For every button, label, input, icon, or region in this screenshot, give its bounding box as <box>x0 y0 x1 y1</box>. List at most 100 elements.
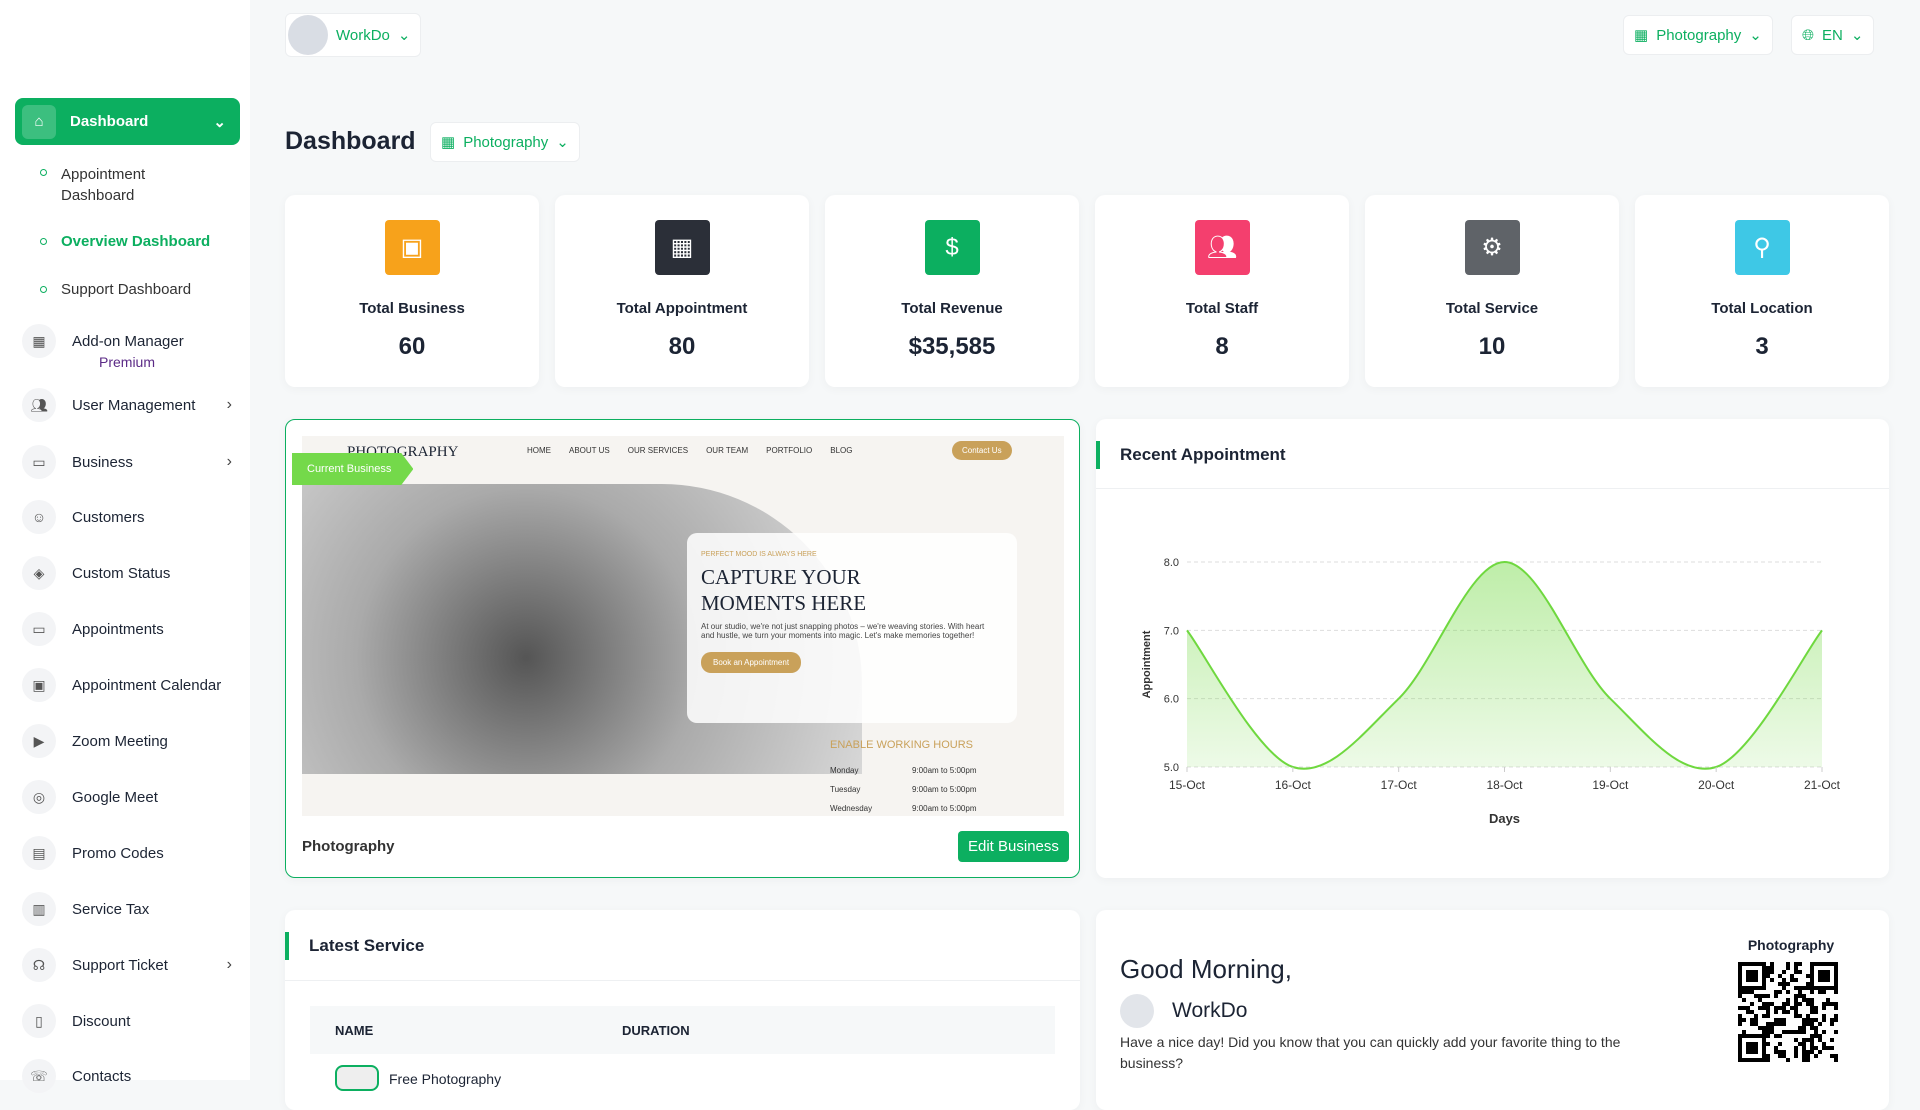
sidebar-item-dashboard[interactable]: ⌂ Dashboard ⌄ <box>15 98 240 145</box>
x-tick-label: 20-Oct <box>1698 778 1735 792</box>
chevron-down-icon: ⌄ <box>397 27 411 44</box>
edit-business-button[interactable]: Edit Business <box>958 831 1069 862</box>
premium-badge: Premium <box>99 354 156 370</box>
preview-nav-item: HOME <box>527 446 551 455</box>
business-filter[interactable]: ▦ Photography ⌄ <box>430 122 580 162</box>
home-icon: ⌂ <box>22 104 56 139</box>
revenue-icon: $ <box>924 220 980 275</box>
preview-nav-item: OUR SERVICES <box>627 446 689 455</box>
users-icon: 👥︎ <box>22 388 56 422</box>
preview-nav-item: OUR TEAM <box>706 446 749 455</box>
latest-service-card: Latest Service NAME DURATION Free Photog… <box>285 910 1080 1110</box>
location-icon: ⚲ <box>1734 220 1790 275</box>
x-tick-label: 16-Oct <box>1275 778 1312 792</box>
business-icon: ▭ <box>22 445 56 479</box>
business-switcher[interactable]: ▦ Photography ⌄ <box>1623 15 1773 55</box>
language-switcher[interactable]: 🌐︎ EN ⌄ <box>1791 15 1875 55</box>
business-name: Photography <box>302 838 395 855</box>
submenu-overview-dashboard[interactable]: Overview Dashboard <box>40 233 210 250</box>
chevron-down-icon: ⌄ <box>556 134 569 151</box>
card-title: Recent Appointment <box>1096 441 1286 469</box>
sidebar-item-contacts[interactable]: ☏ Contacts <box>22 1059 232 1093</box>
globe-icon: 🌐︎ <box>1802 26 1815 44</box>
headset-icon: ☊ <box>22 948 56 982</box>
service-thumbnail <box>335 1065 379 1091</box>
staff-icon: 👥︎ <box>1194 220 1250 275</box>
sidebar-item-promo-codes[interactable]: ▤ Promo Codes <box>22 836 232 870</box>
series-area <box>1187 562 1822 769</box>
table-row[interactable]: Free Photography <box>335 1065 501 1091</box>
card-title: Latest Service <box>285 932 424 960</box>
current-business-badge: Current Business <box>292 453 414 485</box>
sidebar-item-business[interactable]: ▭ Business › <box>22 445 232 479</box>
preview-nav-item: BLOG <box>830 446 853 455</box>
apps-icon: ▦ <box>441 134 456 151</box>
service-icon: ⚙ <box>1464 220 1520 275</box>
sidebar-item-google-meet[interactable]: ◎ Google Meet <box>22 780 232 814</box>
x-tick-label: 19-Oct <box>1592 778 1629 792</box>
calendar-icon: ▣ <box>22 668 56 702</box>
stat-card-total-location: ⚲ Total Location 3 <box>1635 195 1889 387</box>
sidebar-item-appointments[interactable]: ▭ Appointments <box>22 612 232 646</box>
y-tick-label: 7.0 <box>1164 625 1179 637</box>
sidebar: ⌂ Dashboard ⌄ Appointment Dashboard Overvi… <box>0 0 250 1093</box>
sidebar-item-service-tax[interactable]: ▥ Service Tax <box>22 892 232 926</box>
phone-icon: ☏ <box>22 1059 56 1093</box>
chevron-right-icon: › <box>226 956 232 973</box>
table-header: NAME DURATION <box>310 1006 1055 1054</box>
receipt-icon: ▥ <box>22 892 56 926</box>
calendar-icon: ▦ <box>654 220 710 275</box>
stat-card-total-service: ⚙ Total Service 10 <box>1365 195 1619 387</box>
page-title: Dashboard <box>285 127 416 155</box>
avatar <box>288 15 328 55</box>
sidebar-item-support-ticket[interactable]: ☊ Support Ticket › <box>22 948 232 982</box>
grid-icon: ▦ <box>22 324 56 358</box>
appointment-chart: 5.0 6.0 7.0 8.0 15-Oct 16-Oct 17-Oct 18-Oct 19-O… <box>1141 557 1841 826</box>
qr-code[interactable] <box>1738 962 1838 1062</box>
sidebar-item-customers[interactable]: ☺ Customers <box>22 500 232 534</box>
business-preview[interactable]: PHOTOGRAPHY HOME ABOUT US OUR SERVICES OUR … <box>302 436 1064 816</box>
ticket-icon: ▤ <box>22 836 56 870</box>
sidebar-item-zoom-meeting[interactable]: ▶ Zoom Meeting <box>22 724 232 758</box>
briefcase-icon: ▣ <box>384 220 440 275</box>
x-tick-label: 18-Oct <box>1486 778 1523 792</box>
apps-icon: ▦ <box>1634 27 1649 44</box>
sidebar-item-add-on-manager[interactable]: ▦ Add-on Manager Premium <box>22 324 232 370</box>
chevron-right-icon: › <box>226 453 232 470</box>
user-menu[interactable]: WorkDo ⌄ <box>285 13 422 57</box>
submenu-support-dashboard[interactable]: Support Dashboard <box>40 281 191 298</box>
recent-appointment-card: Recent Appointment 5.0 6.0 7.0 8.0 15-Oct 16-… <box>1096 419 1889 878</box>
series-line <box>1186 560 1823 770</box>
chevron-right-icon: › <box>226 396 232 413</box>
bookmark-icon: ▯ <box>22 1004 56 1038</box>
y-axis-label: Appointment <box>1141 630 1153 698</box>
current-business-card: PHOTOGRAPHY HOME ABOUT US OUR SERVICES OUR … <box>285 419 1080 878</box>
greeting-card: Good Morning, WorkDo Have a nice day! Di… <box>1096 910 1889 1110</box>
stat-card-total-business: ▣ Total Business 60 <box>285 195 539 387</box>
x-tick-label: 21-Oct <box>1804 778 1841 792</box>
sidebar-item-discount[interactable]: ▯ Discount <box>22 1004 232 1038</box>
meet-icon: ◎ <box>22 780 56 814</box>
stat-card-total-revenue: $ Total Revenue $35,585 <box>825 195 1079 387</box>
card-icon: ▭ <box>22 612 56 646</box>
sidebar-item-appointment-calendar[interactable]: ▣ Appointment Calendar <box>22 668 232 702</box>
submenu-appointment-dashboard[interactable]: Appointment Dashboard <box>40 164 161 206</box>
chevron-down-icon: ⌄ <box>213 113 226 131</box>
preview-nav-item: ABOUT US <box>569 446 610 455</box>
video-icon: ▶ <box>22 724 56 758</box>
chevron-down-icon: ⌄ <box>1749 27 1762 44</box>
stat-card-total-appointment: ▦ Total Appointment 80 <box>555 195 809 387</box>
y-tick-label: 6.0 <box>1164 694 1179 706</box>
sidebar-item-user-management[interactable]: 👥︎ User Management › <box>22 388 232 422</box>
preview-nav-item: PORTFOLIO <box>766 446 813 455</box>
x-axis-label: Days <box>1489 811 1520 826</box>
avatar <box>1120 994 1154 1028</box>
chevron-down-icon: ⌄ <box>1850 27 1864 44</box>
y-tick-label: 5.0 <box>1164 762 1179 774</box>
y-tick-label: 8.0 <box>1164 557 1179 569</box>
x-tick-label: 17-Oct <box>1381 778 1418 792</box>
stat-card-total-staff: 👥︎ Total Staff 8 <box>1095 195 1349 387</box>
tag-icon: ◈ <box>22 556 56 590</box>
sidebar-item-custom-status[interactable]: ◈ Custom Status <box>22 556 232 590</box>
user-icon: ☺ <box>22 500 56 534</box>
